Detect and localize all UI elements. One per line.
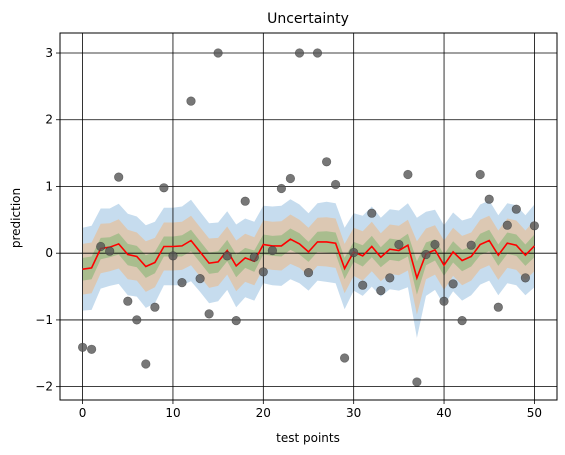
- observed-point: [196, 274, 205, 283]
- observed-point: [386, 274, 395, 283]
- observed-point: [142, 360, 151, 369]
- observed-point: [124, 297, 133, 306]
- observed-point: [250, 253, 259, 262]
- observed-point: [422, 250, 431, 259]
- observed-point: [286, 174, 295, 183]
- observed-point: [304, 268, 313, 277]
- observed-point: [404, 170, 413, 179]
- observed-point: [151, 303, 160, 312]
- observed-point: [322, 158, 331, 167]
- observed-point: [178, 278, 187, 287]
- observed-point: [494, 303, 503, 312]
- observed-point: [205, 310, 214, 319]
- x-axis-title: test points: [276, 431, 340, 445]
- observed-point: [521, 274, 530, 283]
- observed-point: [512, 205, 521, 214]
- x-tick-label: 40: [436, 406, 451, 420]
- observed-point: [277, 184, 286, 193]
- observed-point: [485, 195, 494, 204]
- observed-point: [467, 241, 476, 250]
- observed-point: [114, 173, 123, 182]
- observed-point: [449, 280, 458, 289]
- observed-point: [133, 316, 142, 325]
- y-tick-label: −2: [35, 380, 53, 394]
- observed-point: [78, 343, 87, 352]
- observed-point: [214, 49, 223, 58]
- observed-point: [340, 354, 349, 363]
- x-tick-label: 10: [165, 406, 180, 420]
- observed-point: [313, 49, 322, 58]
- y-tick-label: 2: [45, 113, 53, 127]
- x-tick-label: 50: [527, 406, 542, 420]
- observed-point: [368, 209, 377, 218]
- observed-point: [187, 97, 196, 106]
- y-tick-label: 1: [45, 179, 53, 193]
- observed-point: [160, 184, 169, 193]
- x-tick-label: 20: [256, 406, 271, 420]
- observed-point: [395, 240, 404, 249]
- observed-point: [96, 242, 105, 251]
- observed-point: [476, 170, 485, 179]
- observed-point: [223, 252, 232, 261]
- x-tick-label: 30: [346, 406, 361, 420]
- observed-point: [295, 49, 304, 58]
- y-tick-label: 3: [45, 46, 53, 60]
- y-tick-label: −1: [35, 313, 53, 327]
- observed-point: [358, 281, 367, 290]
- observed-point: [458, 316, 467, 325]
- observed-point: [377, 286, 386, 295]
- observed-point: [503, 221, 512, 230]
- x-tick-label: 0: [79, 406, 87, 420]
- observed-point: [413, 378, 422, 387]
- observed-point: [530, 222, 539, 231]
- observed-point: [440, 297, 449, 306]
- observed-point: [105, 247, 114, 256]
- observed-point: [431, 240, 440, 249]
- observed-point: [169, 252, 178, 261]
- observed-point: [241, 197, 250, 206]
- y-tick-label: 0: [45, 246, 53, 260]
- observed-point: [259, 268, 268, 277]
- observed-point: [331, 180, 340, 189]
- y-axis-title: prediction: [9, 188, 23, 248]
- observed-point: [349, 248, 358, 257]
- observed-point: [268, 246, 277, 255]
- chart-title: Uncertainty: [267, 11, 349, 27]
- observed-point: [232, 316, 241, 325]
- observed-point: [87, 345, 96, 354]
